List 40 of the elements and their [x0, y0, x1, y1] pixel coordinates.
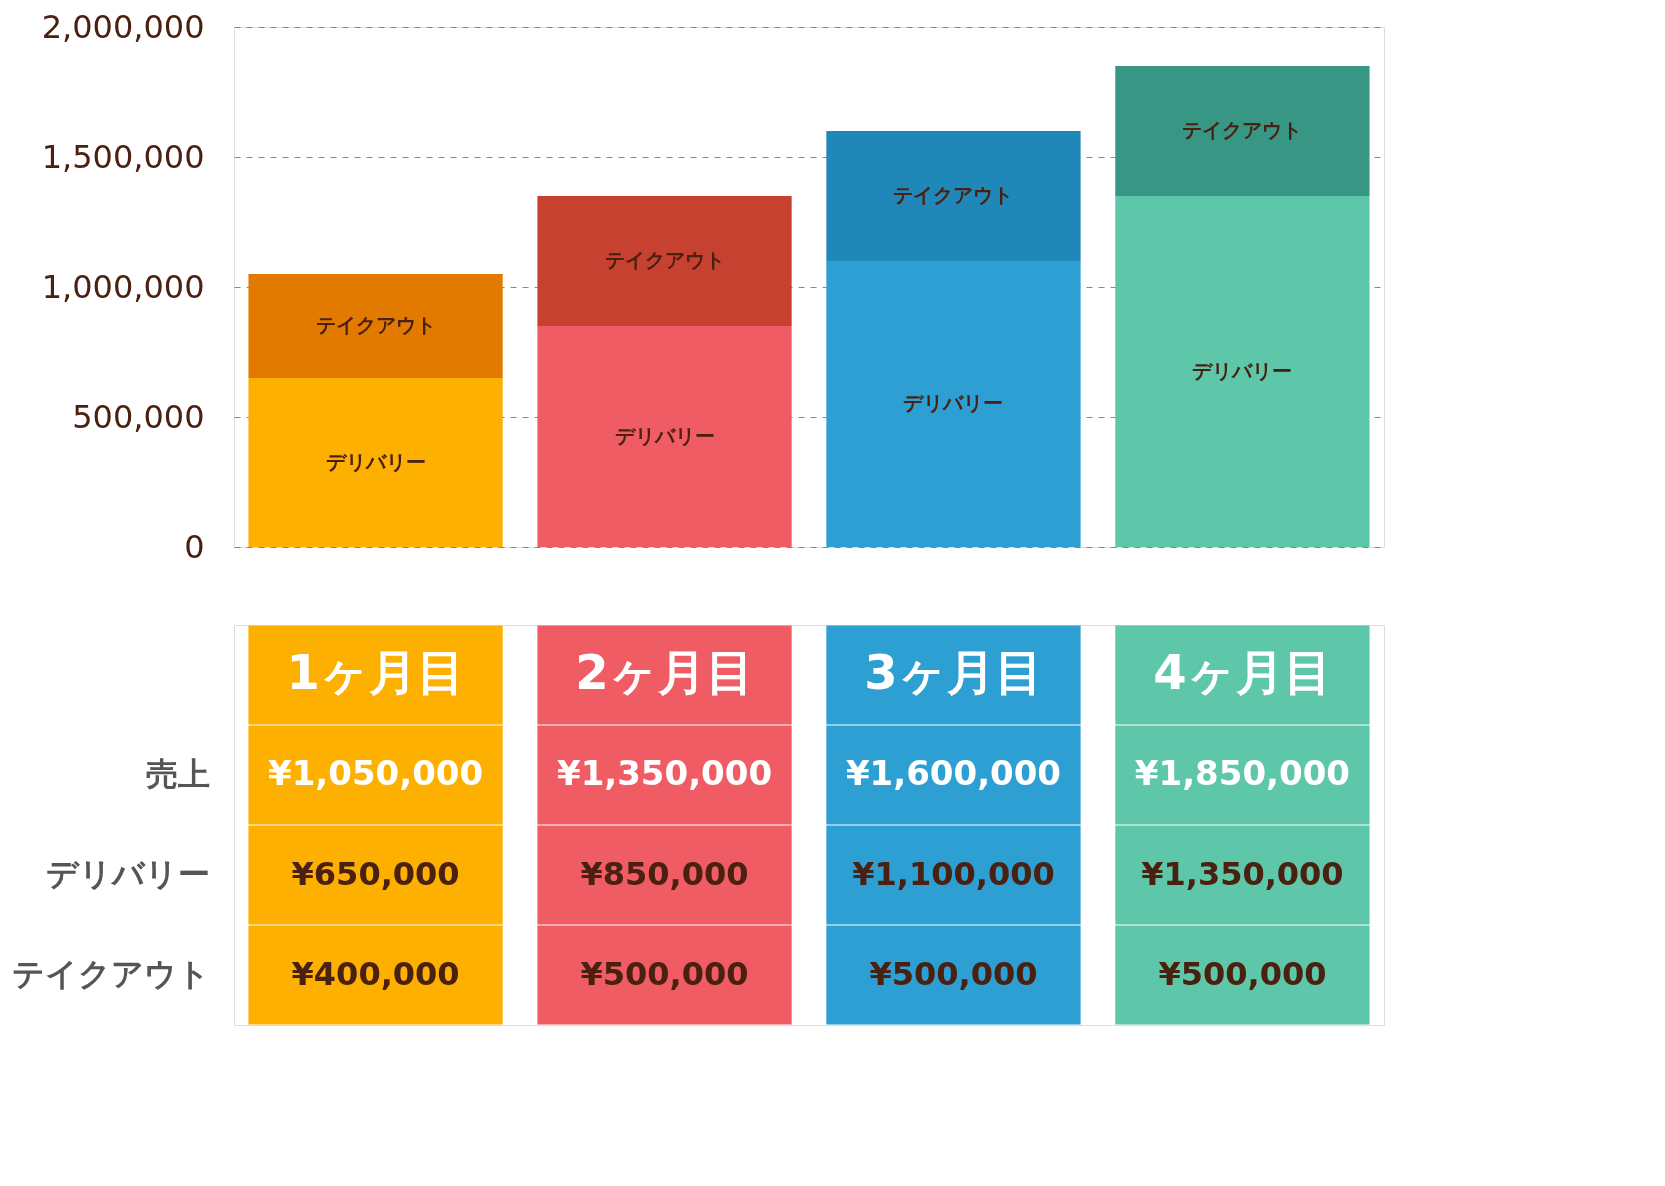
- bar: [537, 196, 792, 326]
- text: ¥1,600,000: [845, 753, 1062, 793]
- x-tick-label: 4ヶ月目: [1153, 644, 1332, 700]
- bar: [1115, 66, 1370, 196]
- y-tick-label: 1,000,000: [41, 267, 205, 306]
- text: デリバリー: [45, 855, 210, 893]
- y-tick-label: 500,000: [72, 397, 205, 436]
- text: テイクアウト: [1182, 118, 1303, 142]
- text: ¥1,350,000: [556, 753, 773, 793]
- series-label: テイクアウト: [315, 313, 436, 337]
- x-tick-label: 2ヶ月目: [575, 644, 754, 700]
- data-label: ¥500,000: [580, 955, 749, 993]
- data-label: ¥500,000: [1158, 955, 1327, 993]
- data-label: ¥400,000: [291, 955, 460, 993]
- data-label: ¥500,000: [869, 955, 1038, 993]
- bar: [826, 261, 1081, 547]
- x-tick-label: 1ヶ月目: [286, 644, 465, 700]
- bar: [1115, 196, 1370, 547]
- bar: [248, 274, 503, 378]
- series-label: デリバリー: [325, 449, 426, 474]
- text: テイクアウト: [604, 248, 725, 272]
- text: テイクアウト: [11, 955, 210, 993]
- bar: [826, 131, 1081, 261]
- text: ¥1,850,000: [1134, 753, 1350, 793]
- data-label: ¥1,350,000: [1141, 855, 1344, 893]
- data-label: ¥850,000: [580, 855, 749, 893]
- text: デリバリー: [614, 423, 715, 448]
- text: デリバリー: [903, 391, 1004, 415]
- x-tick-label: 3ヶ月目: [864, 644, 1043, 700]
- data-label: ¥650,000: [291, 855, 460, 893]
- y-tick-label: 0: [184, 527, 205, 566]
- bar: [248, 378, 503, 547]
- y-tick-label: 1,500,000: [41, 137, 205, 176]
- text: デリバリー: [1192, 358, 1293, 383]
- data-label: ¥1,100,000: [852, 855, 1055, 893]
- text: ¥1,050,000: [268, 753, 484, 793]
- y-tick-label: 2,000,000: [41, 7, 205, 46]
- text: テイクアウト: [893, 183, 1014, 207]
- text: 売上: [145, 755, 210, 793]
- bar: [537, 326, 792, 547]
